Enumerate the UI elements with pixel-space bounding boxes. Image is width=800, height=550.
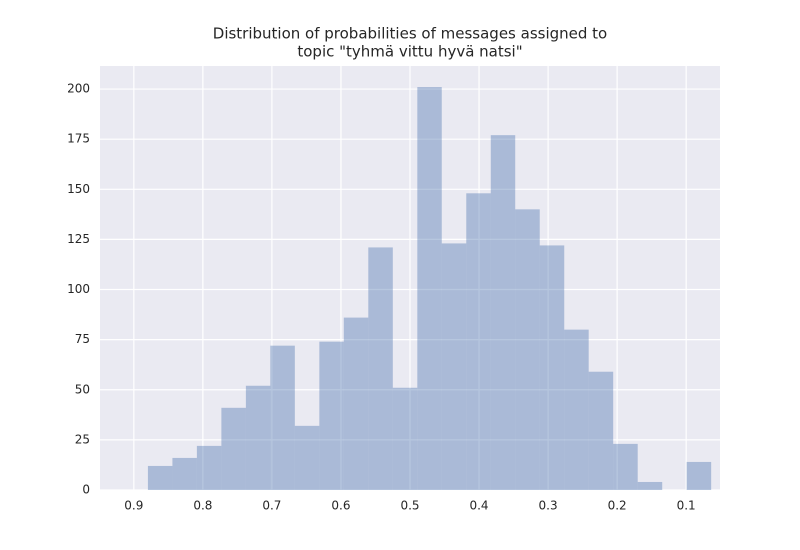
bar xyxy=(147,465,173,490)
bar xyxy=(196,445,222,490)
x-tick-label: 0.3 xyxy=(539,499,558,513)
bar xyxy=(564,329,589,490)
bar xyxy=(392,387,418,490)
bar xyxy=(270,345,295,490)
y-tick-label: 125 xyxy=(67,232,90,246)
x-tick-label: 0.2 xyxy=(608,499,627,513)
bar xyxy=(343,317,369,490)
bar xyxy=(588,371,614,490)
y-tick-label: 200 xyxy=(67,82,90,96)
x-tick-label: 0.1 xyxy=(677,499,696,513)
bar xyxy=(294,425,320,490)
bar xyxy=(245,385,271,490)
bar xyxy=(466,193,491,490)
chart-title: Distribution of probabilities of message… xyxy=(213,25,607,43)
y-tick-label: 150 xyxy=(67,182,90,196)
y-tick-label: 175 xyxy=(67,132,90,146)
bar xyxy=(613,443,638,490)
x-tick-label: 0.5 xyxy=(400,499,419,513)
x-tick-label: 0.7 xyxy=(262,499,281,513)
x-tick-label: 0.9 xyxy=(124,499,143,513)
y-tick-label: 25 xyxy=(75,432,90,446)
bar xyxy=(539,245,565,490)
bar xyxy=(221,407,246,490)
y-tick-label: 75 xyxy=(75,332,90,346)
bar xyxy=(637,481,663,490)
y-tick-label: 100 xyxy=(67,282,90,296)
y-tick-label: 50 xyxy=(75,382,90,396)
x-tick-label: 0.8 xyxy=(193,499,212,513)
x-tick-label: 0.6 xyxy=(331,499,350,513)
bar xyxy=(686,461,712,490)
bar xyxy=(490,135,516,490)
bar xyxy=(368,247,393,490)
bar xyxy=(172,457,197,490)
x-tick-label: 0.4 xyxy=(469,499,488,513)
bar xyxy=(417,87,442,490)
y-tick-label: 0 xyxy=(82,483,90,497)
bar xyxy=(319,341,344,490)
bar xyxy=(441,243,467,490)
bar xyxy=(515,209,540,490)
chart-title: topic "tyhmä vittu hyvä natsi" xyxy=(297,43,522,61)
